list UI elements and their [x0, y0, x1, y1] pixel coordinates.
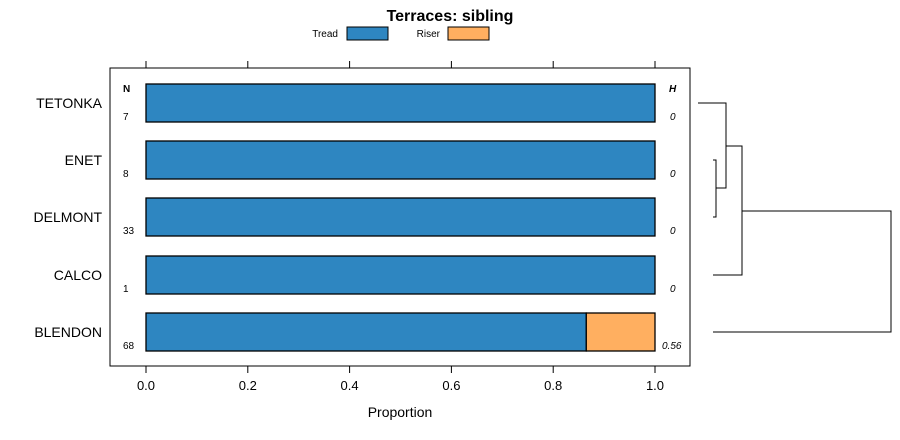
category-label: TETONKA — [36, 95, 103, 111]
h-value: 0 — [670, 226, 676, 237]
dendrogram-branch — [713, 159, 717, 218]
category-label: ENET — [65, 152, 103, 168]
dendrogram-branch — [698, 102, 727, 189]
h-value: 0.56 — [662, 341, 682, 352]
top-axis-ticks — [145, 61, 656, 68]
dendrogram-branch — [713, 145, 743, 276]
x-tick-label: 1.0 — [646, 378, 664, 393]
n-value: 68 — [123, 341, 135, 352]
chart-title: Terraces: sibling — [387, 8, 514, 25]
x-tick-label: 0.8 — [544, 378, 562, 393]
x-axis-label: Proportion — [368, 404, 433, 420]
x-tick-label: 0.0 — [137, 378, 155, 393]
legend-swatch-tread — [346, 26, 389, 41]
bar-delmont-tread — [145, 197, 656, 237]
h-value: 0 — [670, 112, 676, 123]
legend-label-tread: Tread — [312, 29, 338, 40]
category-label: CALCO — [54, 267, 102, 283]
bars — [145, 83, 656, 352]
h-value: 0 — [670, 169, 676, 180]
legend-swatch-riser — [447, 26, 490, 41]
x-tick-label: 0.2 — [239, 378, 257, 393]
dendrogram — [698, 102, 892, 333]
n-value: 1 — [123, 284, 129, 295]
x-tick-label: 0.4 — [341, 378, 359, 393]
plot-panel — [109, 67, 691, 367]
bar-blendon-riser — [585, 312, 656, 352]
h-value: 0 — [670, 284, 676, 295]
n-value: 8 — [123, 169, 129, 180]
bar-enet-tread — [145, 140, 656, 180]
n-value: 33 — [123, 226, 135, 237]
x-axis: 0.0 0.2 0.4 0.6 0.8 1.0 — [137, 366, 664, 393]
legend: Tread Riser — [312, 26, 490, 41]
category-label: BLENDON — [34, 324, 102, 340]
category-labels: TETONKA ENET DELMONT CALCO BLENDON — [34, 95, 103, 340]
n-header: N — [123, 84, 130, 95]
legend-label-riser: Riser — [417, 29, 441, 40]
h-header: H — [669, 84, 677, 95]
h-column: H 0 0 0 0 0.56 — [662, 84, 682, 352]
bar-tetonka-tread — [145, 83, 656, 123]
category-label: DELMONT — [34, 209, 103, 225]
n-value: 7 — [123, 112, 129, 123]
bar-blendon-tread — [145, 312, 587, 352]
dendrogram-branch — [713, 210, 892, 333]
x-tick-label: 0.6 — [442, 378, 460, 393]
n-column: N 7 8 33 1 68 — [123, 84, 135, 352]
bar-calco-tread — [145, 255, 656, 295]
